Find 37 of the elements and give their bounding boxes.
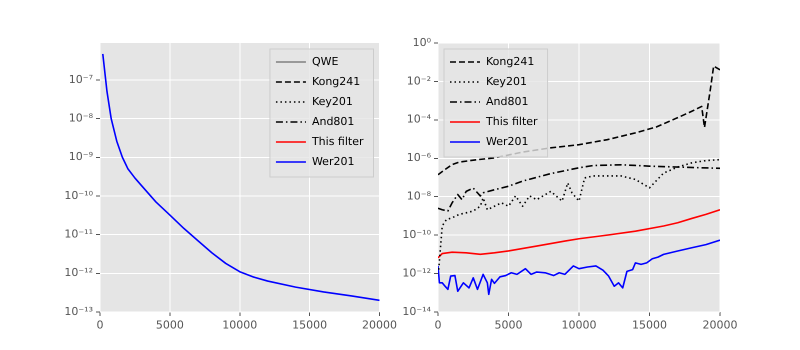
legend-label: Wer201 [312,154,354,168]
legend-label: QWE [312,54,338,68]
y-tick-label: 10⁻⁸ [406,190,432,203]
y-tick-label: 10⁻¹³ [64,304,93,318]
x-tick-label: 0 [434,318,442,332]
y-tick-label: 10⁻¹¹ [64,227,93,240]
legend-label: Kong241 [312,74,360,88]
y-tick-label: 10⁻⁹ [68,150,93,164]
y-tick-label: 10⁻⁸ [68,111,94,124]
legend-label: Wer201 [486,134,529,148]
y-tick-label: 10⁻¹² [402,266,431,280]
legend-label: Key201 [486,74,527,88]
legend-label: And801 [486,94,528,108]
legend-label: Key201 [312,94,353,108]
x-tick-label: 5000 [156,318,184,332]
y-tick-label: 10⁻¹² [64,266,93,280]
x-tick-label: 20000 [702,318,738,332]
legend-label: This filter [310,134,364,148]
x-tick-label: 15000 [292,318,328,332]
legend-label: This filter [485,114,538,128]
x-tick-label: 5000 [494,318,522,332]
y-tick-label: 10⁻⁶ [406,151,432,164]
y-tick-label: 10⁻¹⁴ [402,304,432,318]
legend-label: And801 [312,114,354,128]
x-tick-label: 10000 [222,318,258,332]
y-tick-label: 10⁻⁴ [406,112,432,126]
y-tick-label: 10⁻¹⁰ [402,228,432,241]
y-tick-label: 10⁻⁷ [68,72,93,86]
y-tick-label: 10⁰ [412,36,432,49]
y-tick-label: 10⁻² [406,74,431,88]
y-tick-label: 10⁻¹⁰ [64,188,94,202]
x-tick-label: 15000 [632,318,667,332]
x-tick-label: 0 [96,318,104,332]
legend-label: Kong241 [486,54,534,68]
line-series [438,158,720,270]
x-tick-label: 20000 [362,318,398,332]
x-tick-label: 10000 [562,318,596,332]
